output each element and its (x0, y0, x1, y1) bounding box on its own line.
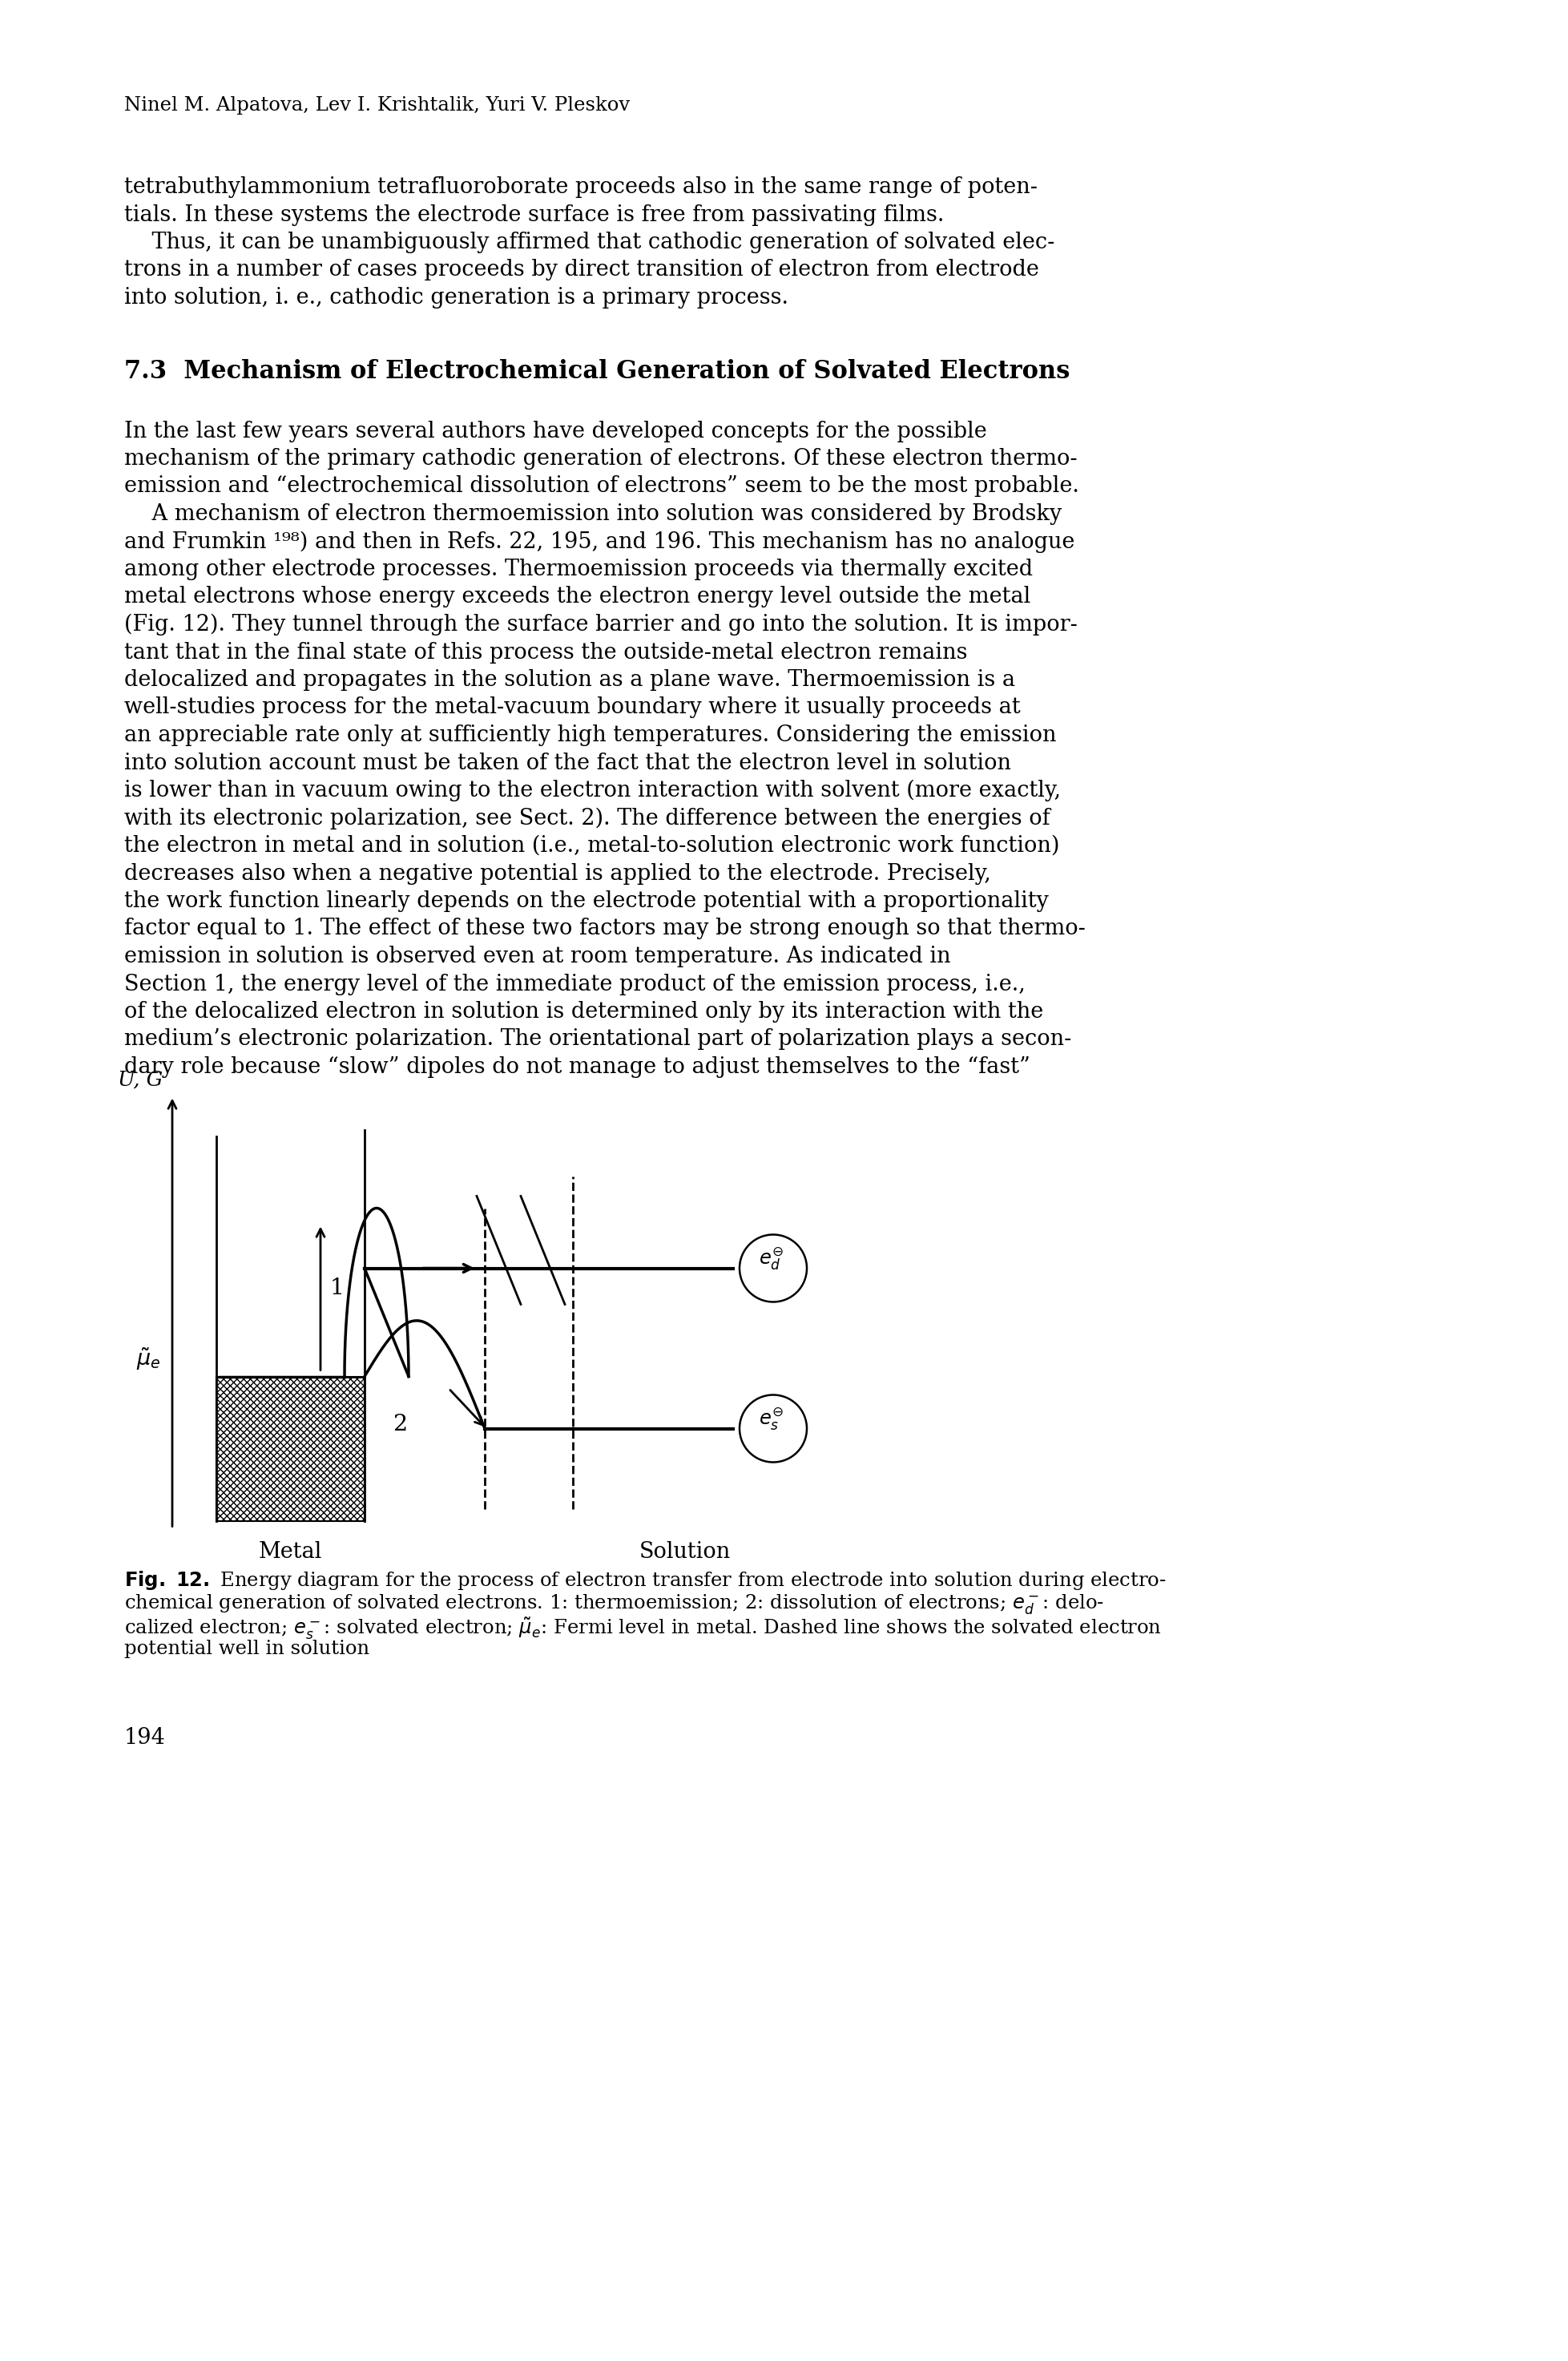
Text: and Frumkin ¹⁹⁸) and then in Refs. 22, 195, and 196. This mechanism has no analo: and Frumkin ¹⁹⁸) and then in Refs. 22, 1… (124, 531, 1074, 552)
Text: chemical generation of solvated electrons. 1: thermoemission; 2: dissolution of : chemical generation of solvated electron… (124, 1591, 1104, 1615)
Text: medium’s electronic polarization. The orientational part of polarization plays a: medium’s electronic polarization. The or… (124, 1029, 1071, 1051)
Text: emission and “electrochemical dissolution of electrons” seem to be the most prob: emission and “electrochemical dissolutio… (124, 475, 1079, 498)
Text: $e_d^{\ominus}$: $e_d^{\ominus}$ (757, 1247, 782, 1273)
Text: is lower than in vacuum owing to the electron interaction with solvent (more exa: is lower than in vacuum owing to the ele… (124, 779, 1060, 803)
Text: factor equal to 1. The effect of these two factors may be strong enough so that : factor equal to 1. The effect of these t… (124, 918, 1085, 940)
Text: tetrabuthylammonium tetrafluoroborate proceeds also in the same range of poten-: tetrabuthylammonium tetrafluoroborate pr… (124, 177, 1036, 198)
Text: tials. In these systems the electrode surface is free from passivating films.: tials. In these systems the electrode su… (124, 203, 944, 227)
Text: $e_s^{\ominus}$: $e_s^{\ominus}$ (757, 1407, 782, 1431)
Text: potential well in solution: potential well in solution (124, 1641, 370, 1657)
Text: calized electron; $e_s^-$: solvated electron; $\tilde{\mu}_e$: Fermi level in me: calized electron; $e_s^-$: solvated elec… (124, 1615, 1162, 1641)
Text: dary role because “slow” dipoles do not manage to adjust themselves to the “fast: dary role because “slow” dipoles do not … (124, 1055, 1030, 1079)
Text: 2: 2 (392, 1414, 408, 1435)
Text: Thus, it can be unambiguously affirmed that cathodic generation of solvated elec: Thus, it can be unambiguously affirmed t… (124, 231, 1054, 253)
Text: tant that in the final state of this process the outside-metal electron remains: tant that in the final state of this pro… (124, 642, 967, 663)
Text: U, G: U, G (118, 1070, 163, 1088)
Text: with its electronic polarization, see Sect. 2). The difference between the energ: with its electronic polarization, see Se… (124, 807, 1049, 829)
Text: decreases also when a negative potential is applied to the electrode. Precisely,: decreases also when a negative potential… (124, 862, 991, 885)
Text: Solution: Solution (638, 1542, 731, 1563)
Text: 1: 1 (329, 1277, 345, 1299)
Text: 194: 194 (124, 1728, 166, 1750)
Text: Section 1, the energy level of the immediate product of the emission process, i.: Section 1, the energy level of the immed… (124, 973, 1025, 994)
Text: trons in a number of cases proceeds by direct transition of electron from electr: trons in a number of cases proceeds by d… (124, 260, 1038, 281)
Text: emission in solution is observed even at room temperature. As indicated in: emission in solution is observed even at… (124, 947, 950, 968)
Text: an appreciable rate only at sufficiently high temperatures. Considering the emis: an appreciable rate only at sufficiently… (124, 725, 1055, 746)
Text: the electron in metal and in solution (i.e., metal-to-solution electronic work f: the electron in metal and in solution (i… (124, 836, 1058, 857)
Bar (216, 1376, 364, 1520)
Text: into solution, i. e., cathodic generation is a primary process.: into solution, i. e., cathodic generatio… (124, 288, 789, 309)
Text: metal electrons whose energy exceeds the electron energy level outside the metal: metal electrons whose energy exceeds the… (124, 586, 1030, 607)
Text: $\tilde{\mu}_e$: $\tilde{\mu}_e$ (136, 1346, 162, 1372)
Text: mechanism of the primary cathodic generation of electrons. Of these electron the: mechanism of the primary cathodic genera… (124, 449, 1077, 470)
Text: Metal: Metal (259, 1542, 321, 1563)
Text: A mechanism of electron thermoemission into solution was considered by Brodsky: A mechanism of electron thermoemission i… (124, 503, 1062, 524)
Text: delocalized and propagates in the solution as a plane wave. Thermoemission is a: delocalized and propagates in the soluti… (124, 668, 1014, 692)
Text: Ninel M. Alpatova, Lev I. Krishtalik, Yuri V. Pleskov: Ninel M. Alpatova, Lev I. Krishtalik, Yu… (124, 97, 630, 116)
Text: of the delocalized electron in solution is determined only by its interaction wi: of the delocalized electron in solution … (124, 1001, 1043, 1022)
Text: among other electrode processes. Thermoemission proceeds via thermally excited: among other electrode processes. Thermoe… (124, 560, 1032, 581)
Text: 7.3  Mechanism of Electrochemical Generation of Solvated Electrons: 7.3 Mechanism of Electrochemical Generat… (124, 359, 1069, 382)
Text: into solution account must be taken of the fact that the electron level in solut: into solution account must be taken of t… (124, 753, 1011, 774)
Text: well-studies process for the metal-vacuum boundary where it usually proceeds at: well-studies process for the metal-vacuu… (124, 696, 1019, 718)
Text: the work function linearly depends on the electrode potential with a proportiona: the work function linearly depends on th… (124, 890, 1047, 911)
Text: (Fig. 12). They tunnel through the surface barrier and go into the solution. It : (Fig. 12). They tunnel through the surfa… (124, 614, 1077, 635)
Text: $\mathbf{Fig.\ 12.}$ Energy diagram for the process of electron transfer from el: $\mathbf{Fig.\ 12.}$ Energy diagram for … (124, 1568, 1165, 1591)
Text: In the last few years several authors have developed concepts for the possible: In the last few years several authors ha… (124, 420, 986, 442)
